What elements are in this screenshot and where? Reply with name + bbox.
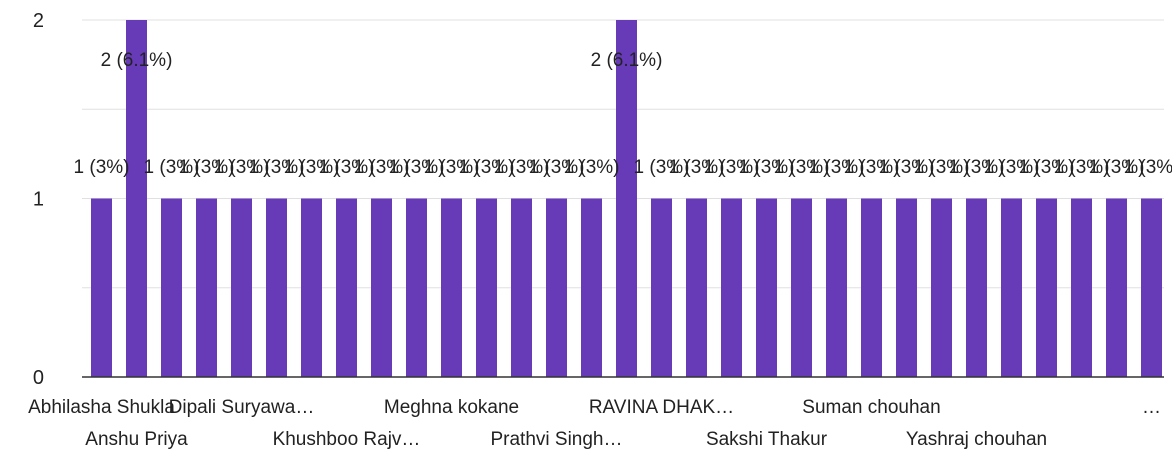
data-label: 1 (3%)	[179, 157, 235, 178]
data-label: 1 (3%)	[1019, 157, 1075, 178]
bar	[1071, 198, 1092, 377]
bar	[476, 198, 497, 377]
bar	[336, 198, 357, 377]
bar	[1106, 198, 1127, 377]
bar	[126, 20, 147, 377]
x-tick-label: Dipali Suryawa…	[169, 397, 315, 418]
data-label: 1 (3%)	[774, 157, 830, 178]
bar	[546, 198, 567, 377]
data-label: 1 (3%)	[879, 157, 935, 178]
bar	[651, 198, 672, 377]
y-axis-ticks: 0 1 2	[33, 10, 44, 389]
data-label: 1 (3%)	[214, 157, 270, 178]
bar	[931, 198, 952, 377]
bar	[161, 198, 182, 377]
x-tick-label: Anshu Priya	[85, 429, 188, 450]
x-tick-label: RAVINA DHAK…	[589, 397, 734, 418]
bar	[616, 20, 637, 377]
bar	[791, 198, 812, 377]
y-tick-label: 1	[33, 189, 44, 211]
data-label: 1 (3%)	[284, 157, 340, 178]
x-tick-label: Suman chouhan	[802, 397, 940, 418]
data-label: 1 (3%)	[529, 157, 585, 178]
bar	[966, 198, 987, 377]
bars	[91, 20, 1162, 377]
x-axis-labels: Abhilasha Shukla Anshu Priya Dipali Suryaw…	[28, 397, 1161, 450]
data-label: 1 (3%)	[984, 157, 1040, 178]
y-tick-label: 2	[33, 10, 44, 32]
bar	[581, 198, 602, 377]
bar	[406, 198, 427, 377]
data-label: 1 (3%)	[1124, 157, 1172, 178]
data-label: 1 (3%)	[844, 157, 900, 178]
bar	[1001, 198, 1022, 377]
bar	[756, 198, 777, 377]
data-label: 1 (3%)	[249, 157, 305, 178]
data-label: 1 (3%)	[319, 157, 375, 178]
x-tick-label: Abhilasha Shukla	[28, 397, 175, 418]
x-tick-label: Meghna kokane	[384, 397, 519, 418]
data-label: 1 (3%)	[424, 157, 480, 178]
data-label: 1 (3%)	[739, 157, 795, 178]
data-label: 1 (3%)	[1054, 157, 1110, 178]
x-tick-label: …	[1142, 397, 1161, 418]
data-label: 2 (6.1%)	[591, 50, 663, 71]
bar	[1036, 198, 1057, 377]
bar	[826, 198, 847, 377]
data-label: 1 (3%)	[389, 157, 445, 178]
data-label: 2 (6.1%)	[101, 50, 173, 71]
bar	[371, 198, 392, 377]
data-labels: 1 (3%)2 (6.1%)1 (3%)1 (3%)1 (3%)1 (3%)1 …	[74, 50, 1172, 178]
bar	[686, 198, 707, 377]
y-tick-label: 0	[33, 367, 44, 389]
bar	[301, 198, 322, 377]
data-label: 1 (3%)	[634, 157, 690, 178]
data-label: 1 (3%)	[704, 157, 760, 178]
data-label: 1 (3%)	[144, 157, 200, 178]
bar	[196, 198, 217, 377]
bar	[896, 198, 917, 377]
data-label: 1 (3%)	[459, 157, 515, 178]
bar	[1141, 198, 1162, 377]
bar	[861, 198, 882, 377]
bar	[266, 198, 287, 377]
data-label: 1 (3%)	[949, 157, 1005, 178]
x-tick-label: Sakshi Thakur	[706, 429, 828, 450]
bar	[721, 198, 742, 377]
x-tick-label: Prathvi Singh…	[490, 429, 622, 450]
data-label: 1 (3%)	[74, 157, 130, 178]
data-label: 1 (3%)	[669, 157, 725, 178]
data-label: 1 (3%)	[914, 157, 970, 178]
bar	[511, 198, 532, 377]
data-label: 1 (3%)	[354, 157, 410, 178]
bar	[91, 198, 112, 377]
x-tick-label: Khushboo Rajv…	[273, 429, 421, 450]
x-tick-label: Yashraj chouhan	[906, 429, 1047, 450]
data-label: 1 (3%)	[1089, 157, 1145, 178]
bar	[441, 198, 462, 377]
data-label: 1 (3%)	[809, 157, 865, 178]
data-label: 1 (3%)	[564, 157, 620, 178]
bar	[231, 198, 252, 377]
data-label: 1 (3%)	[494, 157, 550, 178]
